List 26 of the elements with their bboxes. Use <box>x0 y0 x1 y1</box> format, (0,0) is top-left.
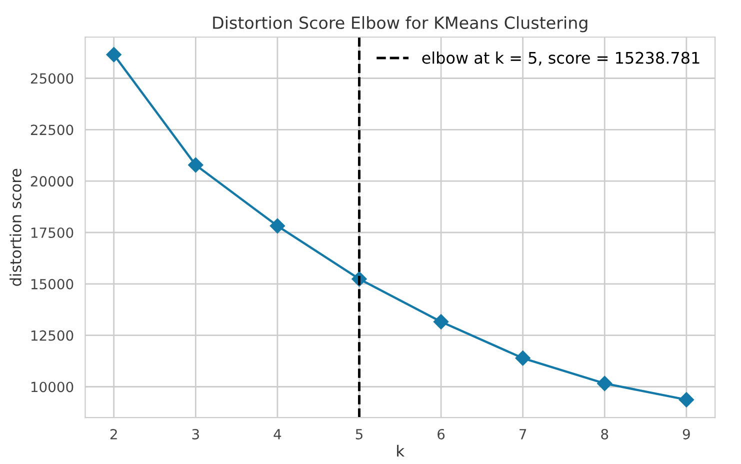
x-tick-label: 6 <box>438 428 445 440</box>
x-tick-label: 2 <box>110 428 117 440</box>
y-tick-label: 25000 <box>30 73 74 84</box>
point <box>106 47 122 62</box>
y-tick-label: 17500 <box>31 227 74 238</box>
y-tick-label: 20000 <box>30 176 74 187</box>
x-tick-label: 5 <box>356 429 362 440</box>
x-tick-label: 4 <box>274 429 282 440</box>
y-tick-label: 12500 <box>31 330 74 341</box>
x-axis-title: k <box>397 444 405 457</box>
point <box>188 157 204 173</box>
x-tick-label: 7 <box>520 429 526 440</box>
x-tick-label: 8 <box>601 428 608 440</box>
y-tick-label: 22500 <box>30 124 74 136</box>
point <box>270 218 286 234</box>
point <box>515 350 530 366</box>
y-tick-label: 15000 <box>31 278 74 290</box>
point <box>597 376 612 392</box>
chart-title: Distortion Score Elbow for KMeans Clustering <box>213 16 588 32</box>
x-tick-label: 3 <box>192 428 199 440</box>
y-tick-label: 10000 <box>31 382 74 392</box>
y-axis-title: distortion score <box>10 168 22 286</box>
x-tick-label: 9 <box>682 428 690 440</box>
point <box>433 314 449 330</box>
ref-line-label: elbow at k = 5, score = 15238.781 <box>422 51 700 66</box>
point <box>678 392 694 408</box>
